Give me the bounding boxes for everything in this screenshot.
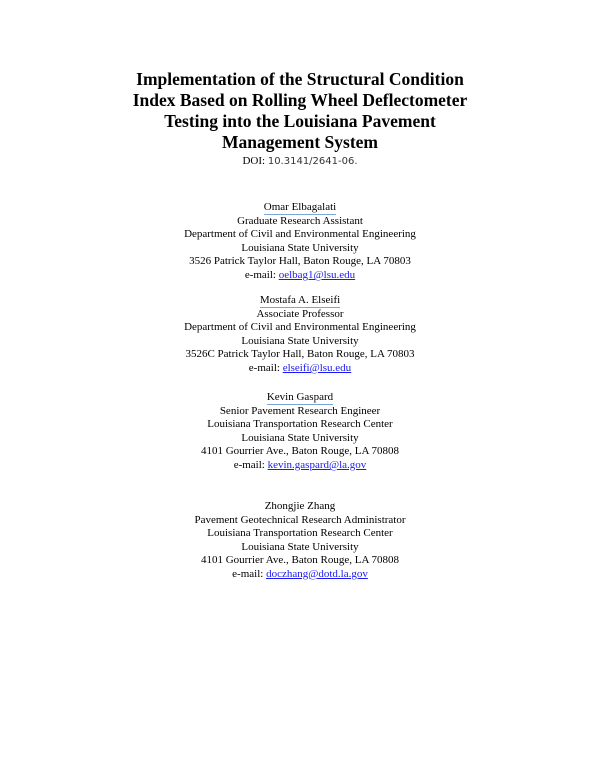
text-line: Senior Pavement Research Engineer [0,405,600,418]
text-line: e-mail: kevin.gaspard@la.gov [0,459,600,472]
doi-label: DOI: [242,155,266,167]
text-line: Louisiana State University [0,541,600,554]
email-label: e-mail: [233,459,265,471]
author-name: Kevin Gaspard [266,391,334,405]
text-line: Pavement Geotechnical Research Administr… [0,514,600,527]
email-label: e-mail: [248,362,280,374]
affiliation-line: 4101 Gourrier Ave., Baton Rouge, LA 7080… [200,445,400,458]
text-line: e-mail: doczhang@dotd.la.gov [0,568,600,581]
affiliation-line: Department of Civil and Environmental En… [184,228,416,241]
text-line: 4101 Gourrier Ave., Baton Rouge, LA 7080… [0,445,600,458]
affiliation-line: Senior Pavement Research Engineer [219,404,381,417]
email-link[interactable]: doczhang@dotd.la.gov [266,568,368,580]
affiliation-line: Louisiana State University [241,431,359,444]
affiliation-line: 3526 Patrick Taylor Hall, Baton Rouge, L… [189,255,411,268]
text-line: Omar Elbagalati [0,201,600,215]
email-link[interactable]: oelbag1@lsu.edu [278,269,356,281]
title-line: Testing into the Louisiana Pavement [164,111,436,131]
title-line: Management System [221,132,378,152]
author-name: Zhongjie Zhang [264,500,336,512]
author-name: Mostafa A. Elseifi [259,294,341,308]
affiliation-line: Graduate Research Assistant [237,214,363,227]
text-line: Louisiana State University [0,432,600,445]
email-link[interactable]: kevin.gaspard@la.gov [267,459,367,471]
text-line: Louisiana Transportation Research Center [0,418,600,431]
title-line: Implementation of the Structural Conditi… [136,69,464,89]
affiliation-line: Louisiana Transportation Research Center [207,527,393,540]
affiliation-line: 3526C Patrick Taylor Hall, Baton Rouge, … [185,348,415,361]
affiliation-line: Department of Civil and Environmental En… [184,321,416,334]
affiliation-line: Associate Professor [256,307,344,320]
text-line: 3526C Patrick Taylor Hall, Baton Rouge, … [0,348,600,361]
title-line: Index Based on Rolling Wheel Deflectomet… [132,90,468,110]
text-line: e-mail: elseifi@lsu.edu [0,362,600,375]
text-line: Mostafa A. Elseifi [0,294,600,308]
affiliation-line: Pavement Geotechnical Research Administr… [194,513,406,526]
author-name: Omar Elbagalati [263,201,337,215]
text-line: Louisiana Transportation Research Center [0,527,600,540]
text-line: Louisiana State University [0,335,600,348]
email-link[interactable]: elseifi@lsu.edu [282,362,352,374]
affiliation-line: Louisiana State University [241,540,359,553]
text-line: Louisiana State University [0,242,600,255]
text-line: Department of Civil and Environmental En… [0,321,600,334]
affiliation-line: Louisiana State University [241,241,359,254]
affiliation-line: 4101 Gourrier Ave., Baton Rouge, LA 7080… [200,554,400,567]
text-line: 3526 Patrick Taylor Hall, Baton Rouge, L… [0,255,600,268]
text-line: Zhongjie Zhang [0,500,600,513]
text-line: Associate Professor [0,308,600,321]
text-line: Department of Civil and Environmental En… [0,228,600,241]
doi-number: 10.3141/2641-06. [267,156,358,167]
text-line: DOI: 10.3141/2641-06. [0,155,600,168]
text-line: 4101 Gourrier Ave., Baton Rouge, LA 7080… [0,554,600,567]
text-line: Kevin Gaspard [0,391,600,405]
text-line: e-mail: oelbag1@lsu.edu [0,269,600,282]
text-line: Graduate Research Assistant [0,215,600,228]
email-label: e-mail: [232,568,264,580]
affiliation-line: Louisiana Transportation Research Center [207,418,393,431]
affiliation-line: Louisiana State University [241,334,359,347]
email-label: e-mail: [244,269,276,281]
